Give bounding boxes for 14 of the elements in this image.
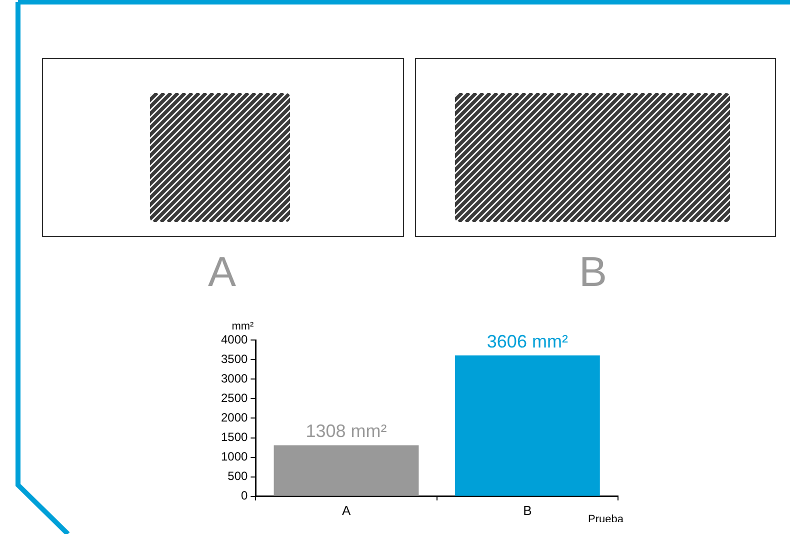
y-tick-label: 500 bbox=[228, 469, 248, 484]
data-label: 3606 mm² bbox=[486, 331, 568, 352]
y-tick-label: 1000 bbox=[220, 450, 248, 464]
y-axis-title: mm² bbox=[232, 320, 254, 333]
text: B bbox=[578, 248, 608, 296]
y-tick-label: 0 bbox=[241, 488, 248, 503]
y-tick-label: 2000 bbox=[220, 410, 248, 425]
data-label: 1308 mm² bbox=[306, 421, 387, 442]
y-tick-label: 2500 bbox=[220, 390, 248, 405]
text: A bbox=[206, 248, 237, 296]
y-tick-label: 1500 bbox=[220, 430, 248, 444]
y-tick-label: 3000 bbox=[220, 371, 248, 386]
y-tick-label: 4000 bbox=[220, 332, 248, 346]
y-tick-label: 3500 bbox=[220, 352, 248, 366]
